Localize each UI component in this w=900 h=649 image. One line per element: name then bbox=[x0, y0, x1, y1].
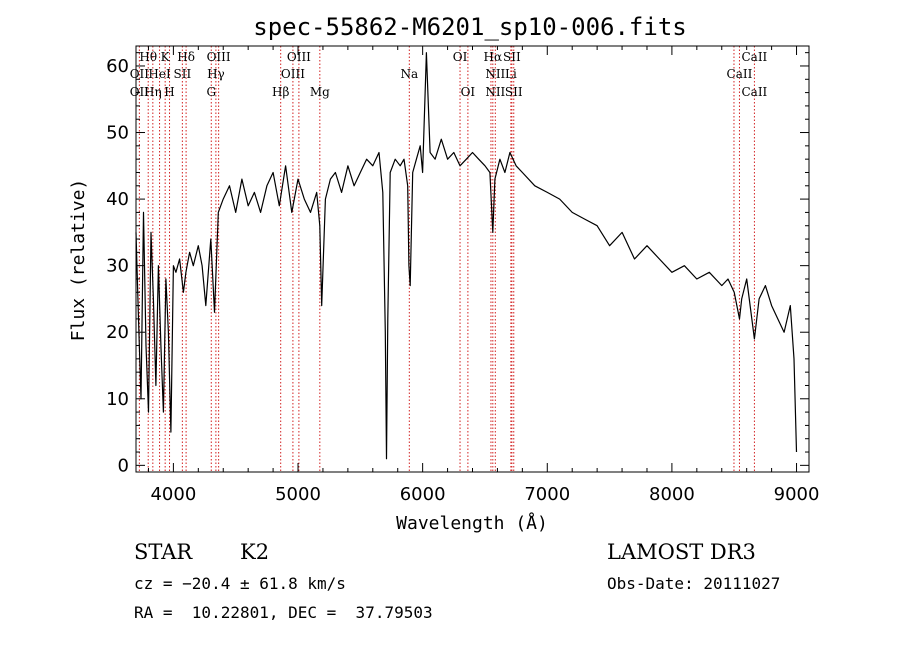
chart-title: spec-55862-M6201_sp10-006.fits bbox=[253, 13, 686, 41]
y-tick-label: 20 bbox=[106, 322, 129, 343]
line-label: G bbox=[206, 85, 216, 99]
plot-frame bbox=[135, 45, 810, 473]
line-label: OI bbox=[453, 50, 468, 64]
object-subclass: K2 bbox=[240, 540, 270, 564]
series-line-flux bbox=[135, 52, 798, 460]
line-label: Mg bbox=[310, 85, 330, 99]
x-tick-label: 4000 bbox=[150, 484, 196, 505]
x-tick-label: 7000 bbox=[524, 484, 570, 505]
y-tick-label: 10 bbox=[106, 389, 129, 410]
line-label: OIII bbox=[281, 67, 305, 81]
y-tick-label: 50 bbox=[106, 123, 129, 144]
line-label: Hα bbox=[484, 50, 503, 64]
x-tick-label: 5000 bbox=[275, 484, 321, 505]
x-tick-label: 6000 bbox=[400, 484, 446, 505]
line-label: H bbox=[164, 85, 174, 99]
object-class: STAR bbox=[134, 540, 193, 564]
y-tick-label: 40 bbox=[106, 189, 129, 210]
y-tick-label: 60 bbox=[106, 56, 129, 77]
y-axis-label: Flux (relative) bbox=[68, 179, 89, 342]
line-label: Hθ bbox=[139, 50, 157, 64]
line-label: OII bbox=[130, 85, 150, 99]
line-label: OIII bbox=[287, 50, 311, 64]
line-label: HeI bbox=[148, 67, 171, 81]
line-label: Hη bbox=[144, 85, 162, 99]
x-axis-label: Wavelength (Å) bbox=[396, 512, 548, 534]
line-label: Hγ bbox=[207, 67, 225, 81]
line-label: CaII bbox=[727, 67, 753, 81]
x-tick-label: 9000 bbox=[774, 484, 820, 505]
x-tick-label: 8000 bbox=[649, 484, 695, 505]
coordinates: RA = 10.22801, DEC = 37.79503 bbox=[134, 603, 433, 622]
line-label: SII bbox=[505, 85, 523, 99]
line-label: K bbox=[161, 50, 171, 64]
line-label: CaII bbox=[741, 50, 767, 64]
spectral-lines-layer bbox=[138, 46, 755, 472]
line-label: OI bbox=[461, 85, 476, 99]
cz-value: cz = −20.4 ± 61.8 km/s bbox=[134, 574, 346, 593]
line-label: NII bbox=[485, 67, 505, 81]
y-tick-label: 0 bbox=[118, 455, 129, 476]
series-layer bbox=[135, 52, 798, 460]
line-label: Na bbox=[400, 67, 418, 81]
line-label: NII bbox=[485, 85, 505, 99]
obs-date: Obs-Date: 20111027 bbox=[607, 574, 781, 593]
y-tick-label: 30 bbox=[106, 256, 129, 277]
survey-name: LAMOST DR3 bbox=[607, 540, 756, 564]
line-label: Li bbox=[505, 67, 517, 81]
ticks-layer: 4000 5000 6000 7000 8000 9000 0 10 20 30 40 50 60 bbox=[106, 46, 819, 505]
line-label: OIII bbox=[207, 50, 231, 64]
line-label: OII bbox=[130, 67, 150, 81]
line-label: Hδ bbox=[177, 50, 195, 64]
line-label: SII bbox=[174, 67, 192, 81]
line-label: CaII bbox=[741, 85, 767, 99]
line-label: SII bbox=[503, 50, 521, 64]
line-label: Hβ bbox=[272, 85, 289, 99]
